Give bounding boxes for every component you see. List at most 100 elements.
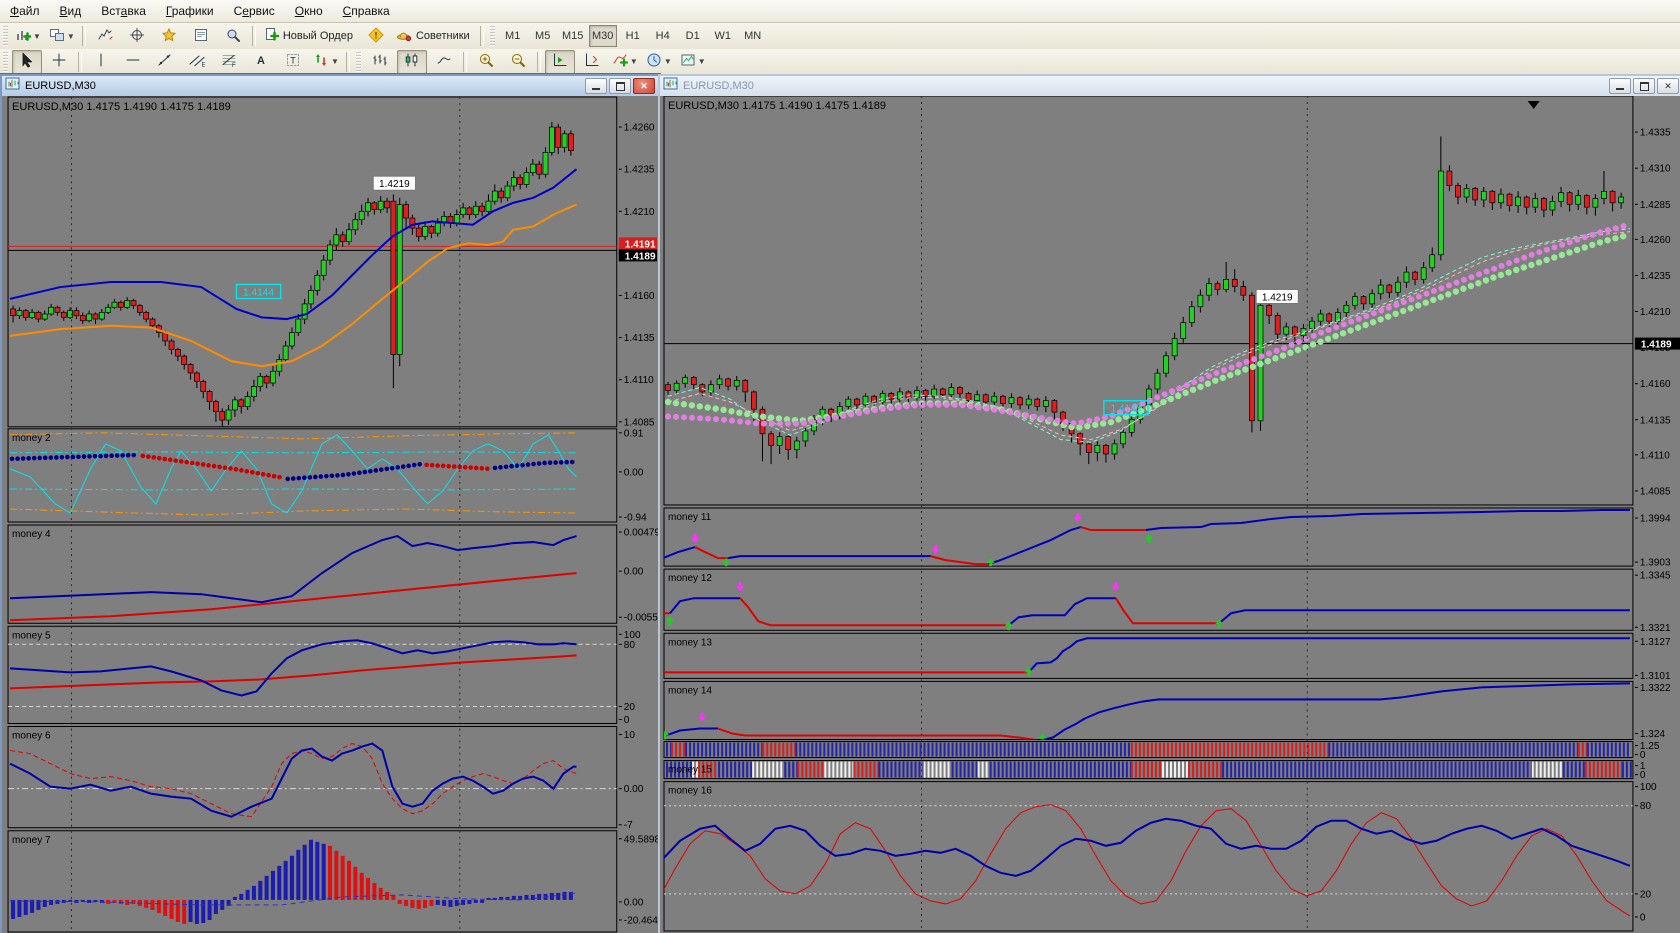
close-button[interactable]: ✕ bbox=[633, 78, 655, 94]
menu-файл[interactable]: Файл bbox=[10, 3, 40, 18]
pane-border bbox=[7, 625, 618, 725]
timeframe-h1-button[interactable]: H1 bbox=[625, 30, 640, 42]
text-button[interactable]: A bbox=[246, 50, 276, 74]
scale-label: 1.4335 bbox=[1640, 128, 1671, 139]
menu-графики[interactable]: Графики bbox=[165, 3, 214, 18]
auto-scroll-button[interactable] bbox=[544, 49, 575, 74]
chevron-down-icon: ▼ bbox=[33, 31, 41, 41]
cursor-icon bbox=[19, 52, 35, 71]
scale-label: 10 bbox=[624, 730, 636, 741]
timeframe-h4-button[interactable]: H4 bbox=[655, 30, 670, 42]
periods-button[interactable]: ▼ bbox=[643, 50, 675, 74]
add-indicator-button[interactable]: ▼ bbox=[609, 50, 641, 74]
new-order-button[interactable]: Новый Ордер bbox=[260, 24, 359, 48]
timeframe-d1-button[interactable]: D1 bbox=[685, 30, 700, 42]
new-chart-button[interactable]: ▼ bbox=[12, 24, 44, 48]
pane-border bbox=[7, 96, 618, 428]
close-button[interactable]: ✕ bbox=[1657, 78, 1679, 94]
scale-label: 1.4285 bbox=[1640, 200, 1671, 211]
new-order-icon bbox=[263, 27, 280, 46]
indicator-label: money 7 bbox=[12, 835, 51, 846]
candlestick-mode-button[interactable] bbox=[396, 49, 427, 74]
scale-label: 0 bbox=[1640, 750, 1646, 761]
restore-button[interactable] bbox=[1633, 78, 1655, 94]
bar-chart-mode-button[interactable] bbox=[365, 50, 395, 74]
chart-window-icon bbox=[663, 76, 679, 97]
timeframe-m15-button[interactable]: M15 bbox=[561, 30, 584, 42]
scale-label: 1.4085 bbox=[624, 417, 655, 428]
scale-label: 0 bbox=[1640, 770, 1646, 781]
crosshair-target-button[interactable] bbox=[122, 24, 152, 48]
minimize-button[interactable] bbox=[1609, 78, 1631, 94]
crosshair-button[interactable] bbox=[44, 50, 74, 74]
chart-area[interactable]: 1.4219 1.4144 EURUSD,M30 1.4175 1.4190 1.4… bbox=[2, 96, 658, 933]
svg-text:1.4189: 1.4189 bbox=[625, 251, 656, 262]
pane-border bbox=[663, 760, 1634, 780]
horizontal-line-button[interactable] bbox=[118, 50, 148, 74]
toolbar-grip[interactable] bbox=[3, 26, 8, 46]
timeframe-w1-button[interactable]: W1 bbox=[714, 30, 731, 42]
scale-label: 1.4235 bbox=[1640, 271, 1671, 282]
profiles-button[interactable]: ▼ bbox=[46, 24, 78, 48]
chart-canvas-left[interactable]: 1.4219 1.4144 EURUSD,M30 1.4175 1.4190 1.4… bbox=[2, 96, 658, 933]
toolbar-line-studies: E F A T ▼ ▼ ▼ ▼ bbox=[0, 49, 1680, 75]
window-title-bar[interactable]: EURUSD,M30 ✕ bbox=[660, 76, 1680, 96]
pane-p1 bbox=[10, 534, 577, 622]
line-chart-mode-button[interactable] bbox=[429, 50, 459, 74]
fibonacci-retracement-button[interactable]: F bbox=[214, 50, 244, 74]
chart-canvas-right[interactable]: 1.4219 1.4143 EURUSD,M30 1.4175 1.4190 1.4… bbox=[660, 96, 1680, 933]
chart-area[interactable]: 1.4219 1.4143 EURUSD,M30 1.4175 1.4190 1.4… bbox=[660, 96, 1680, 933]
menu-сервис[interactable]: Сервис bbox=[233, 3, 275, 18]
favorites-icon bbox=[161, 27, 177, 46]
pane-p2 bbox=[664, 637, 1630, 677]
scale-label: 1.4135 bbox=[1640, 415, 1671, 426]
trendline-button[interactable] bbox=[150, 50, 180, 74]
new-chart-icon bbox=[15, 27, 32, 46]
restore-button[interactable] bbox=[609, 78, 631, 94]
strategy-tester-button[interactable] bbox=[218, 24, 248, 48]
market-watch-button[interactable] bbox=[186, 24, 216, 48]
text-label-button[interactable]: T bbox=[278, 50, 308, 74]
cursor-button[interactable] bbox=[12, 49, 42, 74]
timeframe-m1-button[interactable]: M1 bbox=[505, 30, 521, 42]
minimize-button[interactable] bbox=[585, 78, 607, 94]
zoom-in-button[interactable] bbox=[471, 50, 501, 74]
menu-справка[interactable]: Справка bbox=[342, 3, 390, 18]
pane-p6 bbox=[664, 804, 1633, 917]
menu-вставка[interactable]: Вставка bbox=[101, 3, 146, 18]
timeframe-m5-button[interactable]: M5 bbox=[535, 30, 551, 42]
templates-icon bbox=[680, 52, 696, 71]
pane-border bbox=[7, 726, 618, 829]
vertical-line-icon bbox=[93, 52, 109, 71]
menu-вид[interactable]: Вид bbox=[59, 3, 82, 18]
menu-окно[interactable]: Окно bbox=[294, 3, 323, 18]
favorites-button[interactable] bbox=[154, 24, 184, 48]
zoom-out-button[interactable] bbox=[503, 50, 533, 74]
svg-text:!: ! bbox=[374, 30, 377, 40]
scale-label: 0.91 bbox=[624, 428, 644, 439]
svg-text:F: F bbox=[232, 63, 236, 68]
templates-button[interactable]: ▼ bbox=[677, 50, 709, 74]
toolbar-grip[interactable] bbox=[489, 26, 495, 46]
expert-advisors-button[interactable]: ! bbox=[361, 24, 391, 48]
window-title-bar[interactable]: EURUSD,M30 ✕ bbox=[2, 76, 658, 96]
indicator-label: money 14 bbox=[668, 685, 712, 696]
pane-p0 bbox=[664, 508, 1630, 567]
vertical-line-button[interactable] bbox=[86, 50, 116, 74]
toolbar-grip[interactable] bbox=[3, 51, 8, 72]
ohlc-readout: EURUSD,M30 1.4175 1.4190 1.4175 1.4189 bbox=[12, 101, 231, 113]
scale-label: 1.4110 bbox=[1640, 450, 1670, 461]
indicator-label: money 13 bbox=[668, 637, 712, 648]
tick-chart-button[interactable] bbox=[90, 24, 120, 48]
indicator-label: money 5 bbox=[12, 630, 51, 641]
candles bbox=[10, 122, 574, 427]
timeframe-mn-button[interactable]: MN bbox=[744, 30, 762, 42]
arrow-tools-button[interactable]: ▼ bbox=[310, 50, 342, 74]
toolbar-grip[interactable] bbox=[355, 51, 361, 72]
timeframe-m30-button[interactable]: M30 bbox=[588, 25, 617, 47]
chart-window-icon bbox=[5, 76, 21, 97]
chart-shift-button[interactable] bbox=[577, 50, 607, 74]
equidistant-channel-button[interactable]: E bbox=[182, 50, 212, 74]
scale-label: 1.4260 bbox=[1640, 235, 1671, 246]
advisors-button[interactable]: Советники bbox=[393, 24, 476, 48]
